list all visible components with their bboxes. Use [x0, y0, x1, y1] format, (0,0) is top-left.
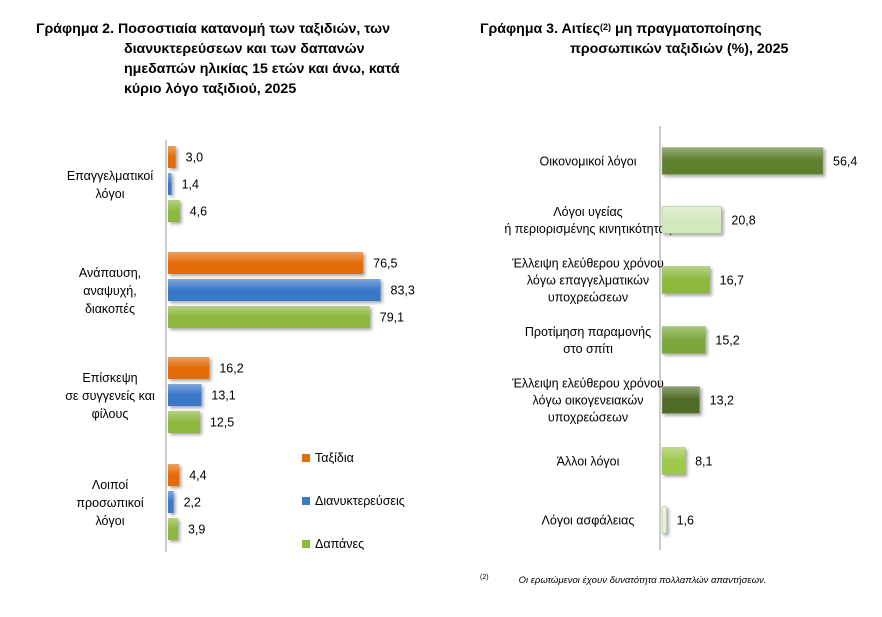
chart2-category-label: Επίσκεψη	[82, 371, 137, 385]
chart3-category-label: Έλλειψη ελεύθερου χρόνου	[511, 257, 664, 271]
chart2-data-label: 79,1	[380, 311, 404, 325]
chart2-data-label: 3,9	[188, 523, 205, 537]
chart2-data-label: 4,6	[190, 205, 207, 219]
chart2-data-label: 3,0	[186, 151, 203, 165]
chart2-legend-swatch	[302, 540, 310, 548]
chart2-data-label: 2,2	[184, 496, 201, 510]
chart3-title: Γράφημα 3. Αιτίες(2) μη πραγματοποίησης …	[480, 19, 880, 59]
chart2-data-label: 16,2	[219, 362, 243, 376]
chart2-legend-label: Διανυκτερεύσεις	[315, 494, 405, 508]
chart2-title-line2: διανυκτερεύσεων και των δαπανών	[124, 41, 365, 57]
chart3-bar	[661, 447, 686, 475]
chart2-bar	[168, 357, 210, 379]
chart3-bar	[661, 506, 667, 534]
chart2-bar	[168, 173, 172, 195]
chart2-legend-swatch	[302, 454, 310, 462]
footnote-mark: (2)	[480, 574, 489, 581]
chart3-category-label: Οικονομικοί λόγοι	[539, 155, 636, 169]
chart3-title-footnote-ref: (2)	[600, 22, 612, 32]
chart2-category-label: αναψυχή,	[83, 284, 136, 298]
chart2-data-label: 12,5	[210, 416, 234, 430]
chart3-category-label: ή περιορισμένης κινητικότητας	[504, 222, 671, 236]
chart2-category-label: Ανάπαυση,	[79, 266, 141, 280]
chart3-category-label: Λόγοι ασφάλειας	[542, 514, 635, 528]
chart3-data-label: 20,8	[731, 214, 755, 228]
footnote: (2) Οι ερωτώμενοι έχουν δυνατότητα πολλαπ…	[480, 574, 767, 586]
chart2-category-label: προσωπικοί	[76, 496, 143, 510]
chart2-category-label: φίλους	[92, 407, 129, 421]
chart3-data-label: 1,6	[677, 514, 694, 528]
chart2-category-label: διακοπές	[85, 302, 135, 316]
chart2-category-label: λόγοι	[96, 514, 125, 528]
chart3-data-label: 56,4	[833, 155, 857, 169]
chart2-bar	[168, 384, 202, 406]
chart2-data-label: 83,3	[391, 284, 415, 298]
chart3-category-label: Έλλειψη ελεύθερου χρόνου	[511, 377, 664, 391]
chart2-data-label: 1,4	[182, 178, 199, 192]
chart3-bar	[661, 206, 722, 234]
chart2-data-label: 76,5	[373, 257, 397, 271]
chart3-bar	[661, 386, 700, 414]
chart2-title-line3: ημεδαπών ηλικίας 15 ετών και άνω, κατά	[124, 61, 400, 77]
chart2-bar	[168, 411, 200, 433]
chart3-bar	[661, 147, 824, 175]
chart2-category-label: λόγοι	[96, 187, 125, 201]
chart2-title-line1: Ποσοστιαία κατανομή των ταξιδιών, των	[117, 21, 391, 37]
chart2-category-label: σε συγγενείς και	[65, 389, 155, 403]
chart3-category-label: λόγω οικογενειακών	[532, 394, 643, 408]
chart3-data-label: 13,2	[710, 394, 734, 408]
chart2-bar	[168, 491, 174, 513]
chart3-category-label: υποχρεώσεων	[548, 291, 628, 305]
chart3-category-label: Προτίμηση παραμονής	[525, 325, 651, 339]
chart2-title: Γράφημα 2. Ποσοστιαία κατανομή των ταξιδ…	[36, 19, 426, 99]
chart2-bar	[168, 200, 180, 222]
chart2-bar	[168, 306, 370, 328]
chart3-data-label: 16,7	[720, 274, 744, 288]
chart3-title-line1: μη πραγματοποίησης	[614, 21, 762, 37]
chart2-bar	[168, 252, 364, 274]
chart3-bar	[661, 326, 706, 354]
chart2-legend-label: Ταξίδια	[315, 451, 354, 465]
chart2-category-label: Λοιποί	[92, 478, 128, 492]
chart2-bar	[168, 464, 180, 486]
chart3-category-label: Λόγοι υγείας	[553, 205, 622, 219]
chart2-title-line4: κύριο λόγο ταξιδιού, 2025	[124, 81, 297, 97]
chart3-category-label: λόγω επαγγελματικών	[527, 274, 649, 288]
chart3-category-label: στο σπίτι	[563, 342, 613, 356]
chart2-bar	[168, 518, 178, 540]
footnote-text: Οι ερωτώμενοι έχουν δυνατότητα πολλαπλών…	[518, 575, 767, 586]
chart2-svg: Επαγγελματικοί λόγοι 3,0 1,4 4,6 Ανάπαυση, ανα…	[65, 140, 415, 552]
chart2-title-prefix: Γράφημα 2.	[36, 21, 115, 37]
chart2-data-label: 13,1	[211, 389, 235, 403]
chart2-legend-swatch	[302, 497, 310, 505]
chart3-title-line2: προσωπικών ταξιδιών (%), 2025	[570, 41, 789, 57]
chart2-data-label: 4,4	[189, 469, 206, 483]
chart3-data-label: 15,2	[715, 334, 739, 348]
chart3-category-label: υποχρεώσεων	[548, 411, 628, 425]
chart3-bar	[661, 266, 710, 294]
chart2-category-label: Επαγγελματικοί	[67, 169, 154, 183]
chart3-data-label: 8,1	[695, 455, 712, 469]
chart3-title-prefix: Γράφημα 3.	[480, 21, 559, 37]
chart2-legend-label: Δαπάνες	[315, 537, 364, 551]
chart3-title-word: Αιτίες	[561, 21, 601, 37]
chart2-bar	[168, 279, 381, 301]
chart2-bar	[168, 146, 176, 168]
chart3-category-label: Άλλοι λόγοι	[557, 455, 620, 469]
